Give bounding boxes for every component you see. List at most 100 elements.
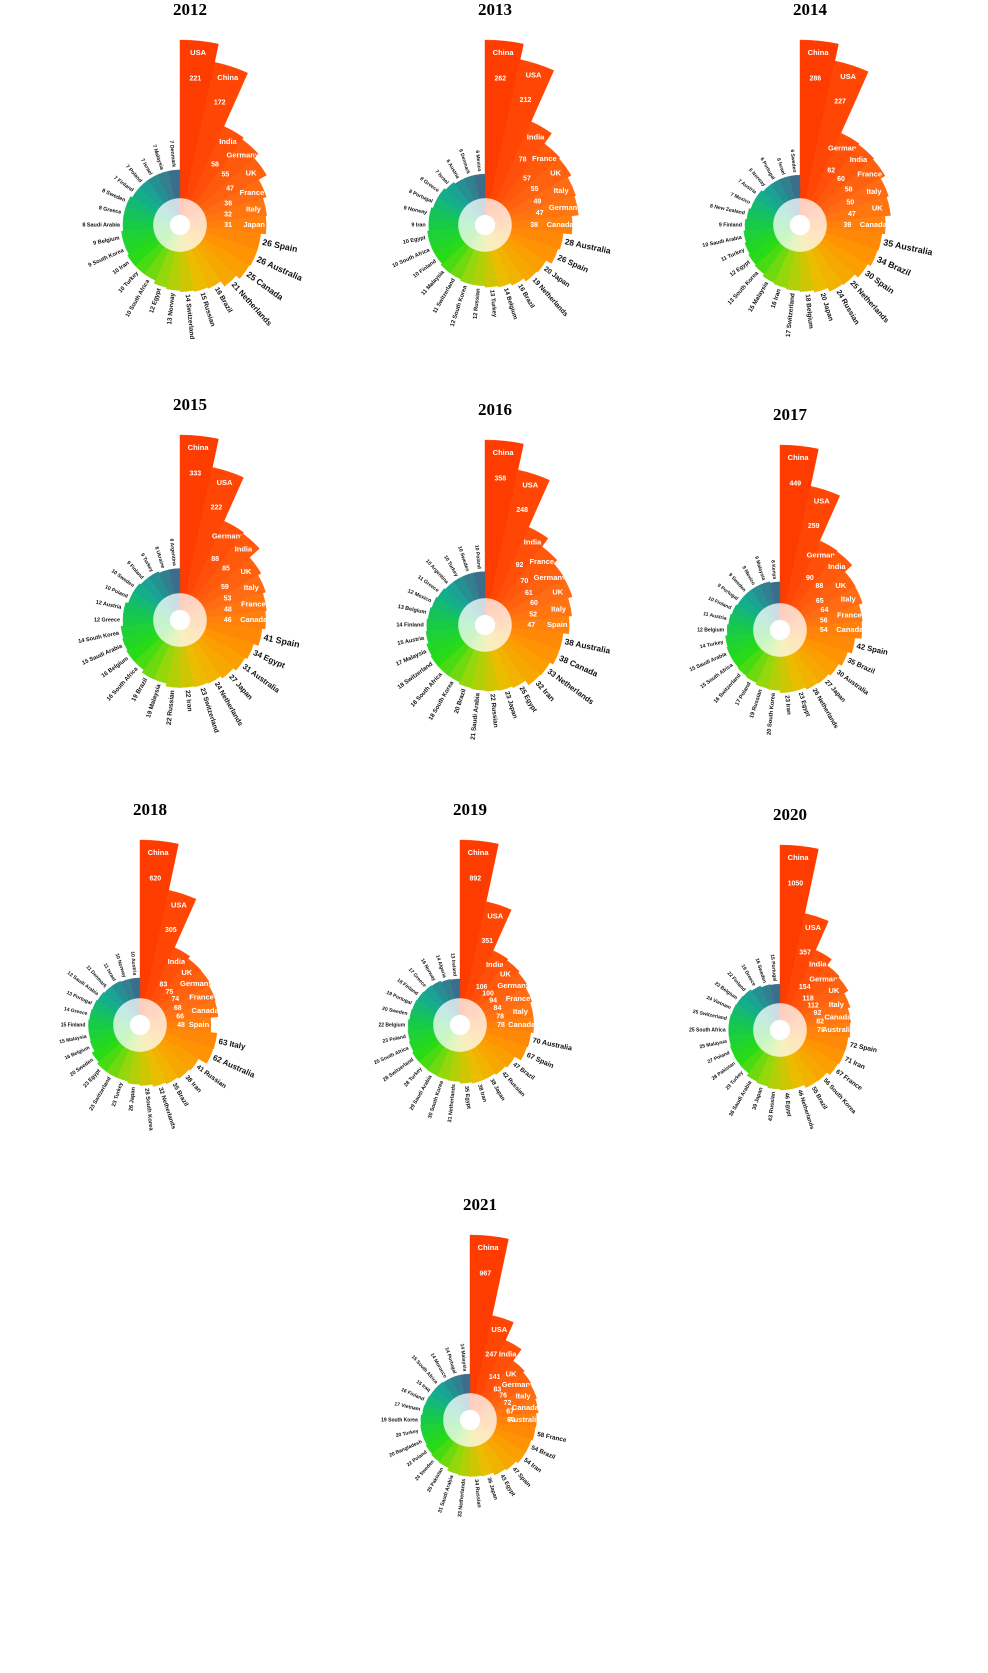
inner-ring-segment	[489, 600, 501, 617]
country-label: China	[217, 73, 239, 82]
outer-label-group: 7 Austria	[737, 178, 758, 195]
outer-label-group: 12 Mexico	[407, 588, 433, 604]
inner-ring-segment	[129, 1034, 138, 1052]
inner-ring-segment	[462, 1034, 471, 1052]
inner-ring-segment	[769, 639, 778, 657]
inner-ring-segment	[784, 233, 796, 250]
value-label: 248	[516, 507, 528, 514]
inner-ring-segment	[478, 1423, 496, 1434]
country-label: Canada	[240, 615, 268, 624]
outer-value-name-label: 6 Austria	[445, 159, 461, 181]
outer-label-group: 7 Israel	[139, 158, 154, 177]
value-label: 55	[221, 171, 229, 178]
country-label: Italy	[867, 187, 883, 196]
inner-ring-segment	[774, 1003, 780, 1021]
inner-ring-segment	[465, 1003, 481, 1019]
outer-value-name-label: 27 Japan	[823, 679, 847, 704]
inner-ring-segment	[780, 603, 786, 621]
outer-label-group: 16 Brazil	[516, 283, 535, 310]
outer-value-name-label: 22 Belgium	[378, 1022, 405, 1028]
country-label: Italy	[554, 186, 570, 195]
inner-ring-segment	[753, 1021, 771, 1029]
outer-label-group: 12 Greece	[94, 617, 120, 623]
country-label: Spain	[189, 1020, 210, 1029]
inner-ring-segment	[454, 1034, 460, 1052]
inner-ring-segment	[756, 611, 773, 625]
value-label: 47	[848, 211, 856, 218]
outer-value-name-label: 23 Egypt	[82, 1068, 102, 1089]
inner-ring-segment	[180, 629, 186, 647]
inner-ring-segment	[446, 1401, 463, 1415]
country-label: India	[499, 1350, 517, 1359]
inner-ring-segment	[187, 601, 204, 615]
outer-value-name-label: 7 Austria	[737, 178, 758, 195]
outer-label-group: 10 Turkey	[118, 270, 141, 294]
inner-ring-segment	[153, 216, 171, 224]
outer-value-name-label: 34 Brazil	[875, 254, 912, 278]
inner-ring-segment	[142, 1034, 151, 1052]
outer-value-name-label: 15 Malaysia	[59, 1034, 88, 1046]
outer-label-group: 9 Iran	[411, 222, 425, 228]
outer-value-name-label: 38 Japan	[488, 1078, 506, 1103]
value-label: 39	[843, 222, 851, 229]
outer-value-name-label: 19 South Korea	[381, 1417, 418, 1423]
inner-ring-segment	[492, 230, 509, 244]
inner-ring-segment	[188, 623, 206, 634]
outer-value-name-label: 6 Mexico	[474, 150, 482, 172]
outer-value-name-label: 25 Malaysia	[699, 1039, 728, 1051]
inner-ring-segment	[774, 603, 780, 621]
outer-label-group: 10 Norway	[114, 953, 128, 979]
outer-value-name-label: 7 Malaysia	[151, 144, 165, 171]
outer-value-name-label: 10 Finland	[412, 259, 438, 280]
outer-value-name-label: 18 Belgium	[804, 294, 815, 329]
inner-ring-segment	[489, 633, 501, 650]
outer-value-name-label: 8 Argentina	[168, 538, 177, 566]
value-label: 262	[495, 76, 507, 83]
outer-value-name-label: 10 Poland	[473, 545, 481, 570]
chart-title: 2013	[478, 0, 512, 19]
inner-ring-segment	[153, 617, 171, 623]
outer-label-group: 29 Turkey	[725, 1070, 745, 1092]
country-label: UK	[241, 567, 252, 576]
country-label: India	[828, 562, 846, 571]
inner-ring-segment	[134, 1034, 140, 1052]
country-label: UK	[835, 581, 846, 590]
value-label: 967	[480, 1271, 492, 1278]
outer-value-name-label: 26 Spain	[261, 237, 298, 254]
outer-value-name-label: 16 Sweden	[754, 958, 768, 984]
country-label: USA	[190, 48, 206, 57]
inner-ring-segment	[789, 234, 798, 252]
outer-label-group: 8 Portugal	[408, 189, 434, 205]
outer-value-name-label: 20 Brazil	[453, 688, 468, 715]
bar-denmark	[168, 169, 181, 199]
inner-ring-segment	[474, 198, 483, 216]
inner-ring-segment	[454, 998, 460, 1016]
inner-ring-segment	[124, 1000, 136, 1017]
inner-ring-segment	[782, 639, 791, 657]
value-label: 286	[810, 76, 822, 83]
inner-ring-segment	[458, 626, 476, 634]
outer-label-group: 70 Australia	[532, 1036, 574, 1052]
outer-value-name-label: 35 Brazil	[846, 656, 876, 675]
inner-ring-segment	[774, 1039, 780, 1057]
inner-ring-segment	[467, 1030, 484, 1044]
value-label: 90	[806, 575, 814, 582]
inner-ring-segment	[443, 1421, 461, 1429]
outer-label-group: 34 Russian	[473, 1479, 482, 1508]
outer-value-name-label: 25 South Africa	[689, 1027, 726, 1033]
inner-ring-segment	[469, 200, 481, 217]
inner-ring-segment	[759, 1036, 775, 1052]
radial-chart-2017: 2017 China 449 USA 259 Germany 90 India 88 UK 65 It…	[640, 405, 940, 805]
outer-value-name-label: 15 Portugal	[769, 954, 778, 982]
outer-label-group: 16 Sweden	[754, 958, 768, 984]
inner-ring-segment	[769, 603, 778, 621]
inner-ring-segment	[485, 634, 491, 652]
inner-ring-segment	[439, 1003, 455, 1019]
outer-value-name-label: 31 Netherlands	[447, 1084, 457, 1123]
outer-label-group: 17 Poland	[734, 681, 752, 707]
inner-ring-segment	[134, 998, 140, 1016]
chart-title: 2015	[173, 395, 207, 414]
outer-label-group: 30 South Korea	[427, 1080, 445, 1119]
outer-value-name-label: 12 South Korea	[450, 284, 469, 327]
outer-value-name-label: 72 Spain	[849, 1042, 878, 1055]
